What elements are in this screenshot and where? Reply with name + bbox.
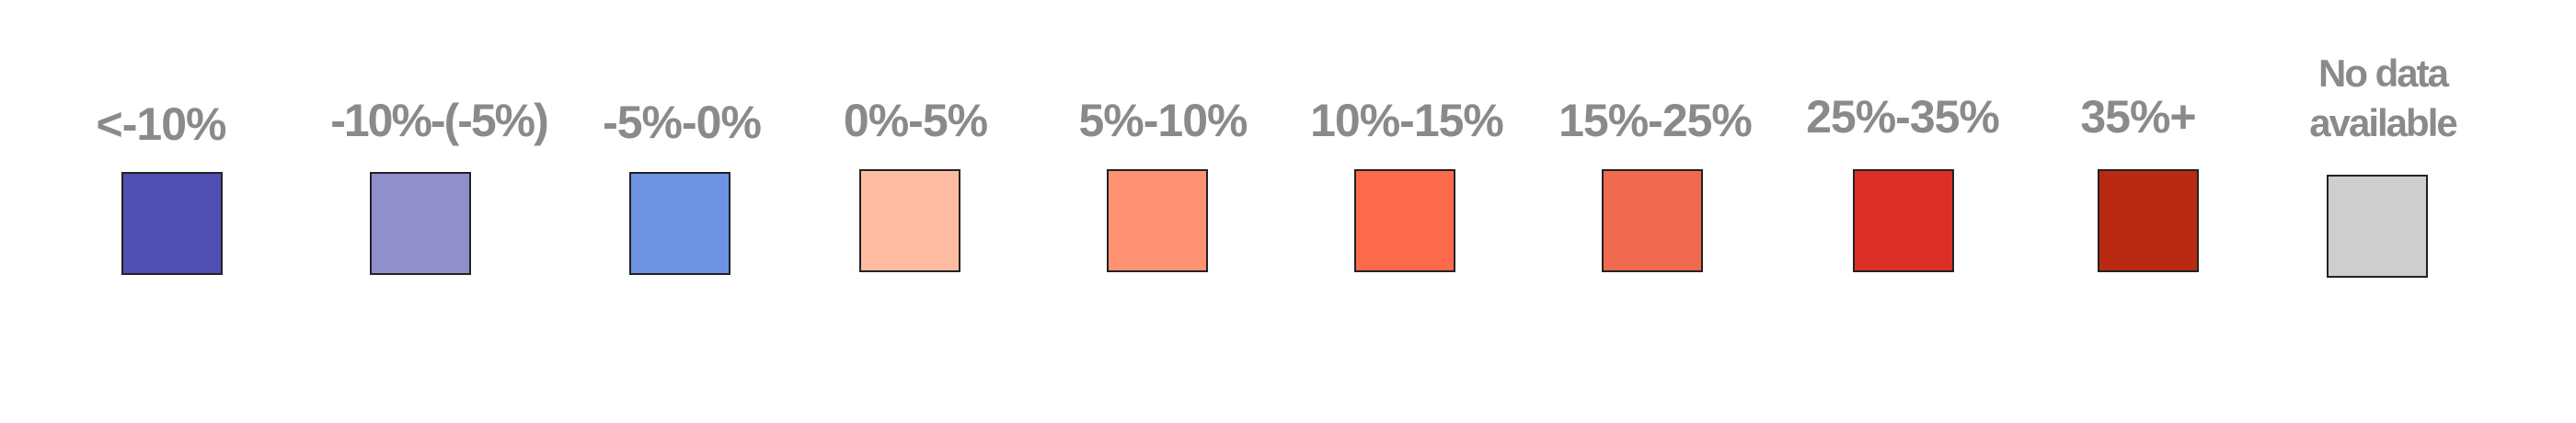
legend-swatch-no-data [2327, 175, 2428, 278]
legend-label-0-to-5: 0%-5% [843, 95, 988, 146]
legend-swatch-0-to-5 [859, 169, 960, 272]
legend-swatch-10-to-15 [1354, 169, 1455, 272]
legend-label-5-to-10: 5%-10% [1078, 95, 1248, 146]
legend-swatch-minus-10-to-minus-5 [370, 172, 471, 275]
legend-swatch-below-minus-10 [121, 172, 223, 275]
legend-swatch-5-to-10 [1107, 169, 1208, 272]
legend-swatch-minus-5-to-0 [629, 172, 730, 275]
legend-label-minus-5-to-0: -5%-0% [603, 97, 762, 148]
legend-swatch-35-plus [2098, 169, 2199, 272]
legend-label-15-to-25: 15%-25% [1558, 95, 1753, 146]
legend-swatch-15-to-25 [1602, 169, 1703, 272]
legend-swatch-25-to-35 [1853, 169, 1954, 272]
legend-label-below-minus-10: <-10% [96, 98, 227, 150]
legend-label-minus-10-to-minus-5: -10%-(-5%) [330, 95, 549, 146]
legend-label-10-to-15: 10%-15% [1310, 95, 1504, 146]
legend-label-25-to-35: 25%-35% [1806, 91, 2000, 143]
legend-label-no-data: No data available [2309, 51, 2457, 144]
legend-label-35-plus: 35%+ [2080, 91, 2196, 143]
